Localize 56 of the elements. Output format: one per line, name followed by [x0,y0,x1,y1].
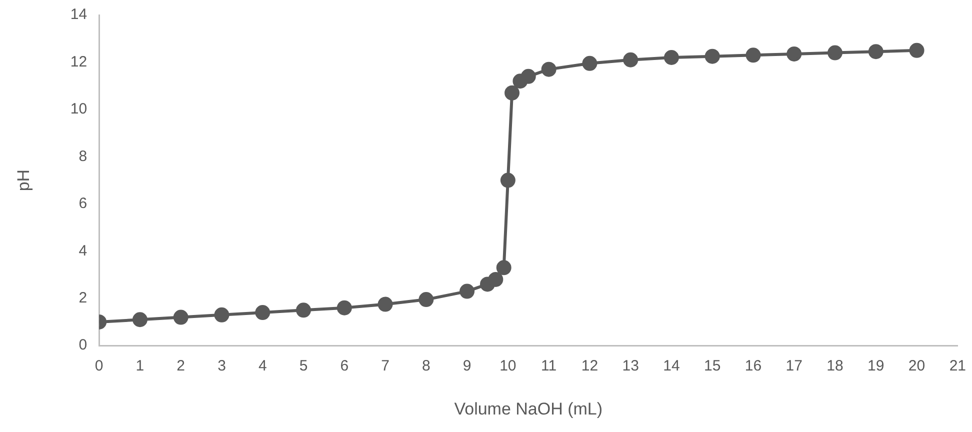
point [909,42,924,58]
point [132,312,148,328]
y-tick-label: 8 [78,148,88,165]
point [296,302,312,318]
y-tick-label: 4 [78,242,88,260]
point [336,300,352,316]
point [418,292,434,308]
y-tick-label: 14 [70,6,88,24]
x-tick-label: 16 [744,358,762,375]
x-tick-label: 14 [663,358,680,375]
x-tick-label: 7 [381,358,390,375]
x-tick-label: 18 [826,358,844,375]
point [746,48,761,63]
x-tick-label: 17 [786,358,802,375]
y-tick-label: 2 [78,290,88,307]
x-tick-label: 21 [949,358,966,375]
point [786,46,802,62]
point [378,296,393,312]
x-tick-label: 19 [868,358,884,375]
x-tick-label: 9 [462,358,472,375]
point [255,305,270,320]
x-tick-label: 1 [136,358,144,375]
y-tick-label: 10 [70,100,88,118]
x-tick-label: 11 [541,358,557,375]
point [488,272,504,287]
point [623,52,638,68]
x-tick-label: 4 [258,358,267,375]
point [504,85,520,100]
point [868,44,884,60]
x-tick-label: 15 [704,358,721,375]
x-tick-label: 13 [622,358,639,375]
point [173,310,188,325]
x-tick-label: 8 [422,358,430,375]
point [520,68,536,84]
point [582,56,598,71]
point [704,48,720,64]
y-tick-label: 6 [78,195,88,212]
x-tick-label: 5 [299,358,308,375]
point [664,50,679,66]
x-tick-label: 3 [218,358,226,375]
y-tick-label: 0 [78,336,88,354]
x-tick-label: 0 [94,358,104,375]
y-tick-label: 12 [70,53,88,70]
x-tick-label: 10 [500,358,516,375]
x-tick-label: 20 [908,358,926,375]
y-axis-title: pH [14,169,33,192]
point [460,284,475,299]
point [541,62,556,77]
point [214,307,230,322]
point [496,260,512,276]
point [500,172,516,188]
x-tick-label: 6 [340,358,349,375]
x-tick-label: 2 [176,358,186,375]
point [828,45,843,60]
x-axis-title: Volume NaOH (mL) [454,399,603,418]
x-tick-label: 12 [581,358,598,375]
